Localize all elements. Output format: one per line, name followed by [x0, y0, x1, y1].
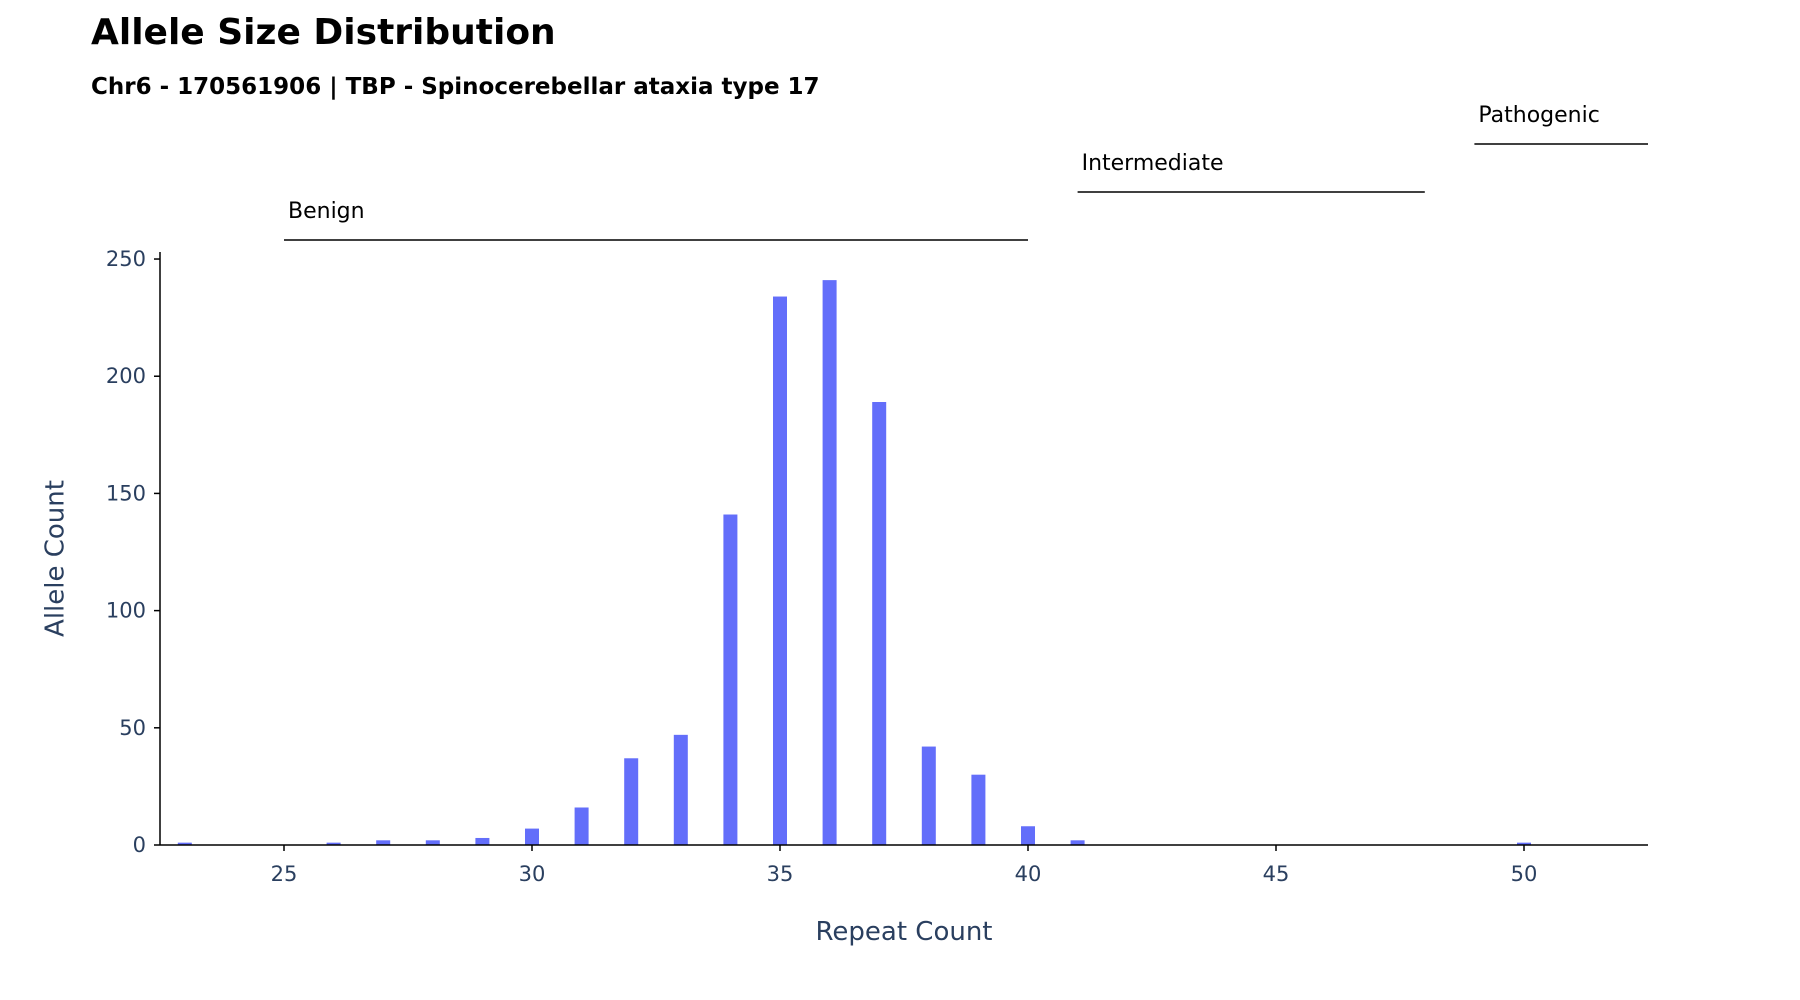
bar-repeat-33: [673, 734, 688, 845]
x-tick-label: 50: [1511, 862, 1538, 886]
y-tick-label: 200: [106, 364, 146, 388]
y-axis-ticks: 0 50 100 150 200 250: [106, 247, 160, 857]
x-tick-label: 35: [767, 862, 794, 886]
bar-repeat-36: [822, 280, 837, 846]
y-tick-label: 50: [119, 716, 146, 740]
y-tick-label: 150: [106, 481, 146, 505]
bar-repeat-31: [574, 807, 589, 845]
bar-repeat-39: [971, 774, 986, 845]
x-tick-label: 40: [1015, 862, 1042, 886]
bar-repeat-27: [376, 840, 391, 845]
bar-repeat-37: [872, 402, 887, 845]
x-axis-title: Repeat Count: [816, 917, 993, 947]
bar-repeat-29: [475, 837, 490, 845]
chart-subtitle: Chr6 - 170561906 | TBP - Spinocerebellar…: [91, 74, 820, 100]
y-tick-label: 250: [106, 247, 146, 271]
chart-title: Allele Size Distribution: [91, 12, 556, 53]
bar-repeat-34: [723, 514, 738, 845]
bar-repeat-40: [1021, 826, 1035, 845]
bar-repeat-28: [425, 840, 440, 845]
axes: [159, 252, 1648, 846]
region-label-pathogenic: Pathogenic: [1478, 103, 1599, 128]
y-tick-label: 0: [133, 833, 146, 857]
bar-repeat-26: [326, 842, 341, 845]
bar-repeat-41: [1070, 840, 1085, 845]
y-tick-label: 100: [106, 599, 146, 623]
bar-repeat-23: [177, 842, 192, 845]
bar-repeat-32: [624, 758, 639, 845]
x-tick-label: 45: [1263, 862, 1290, 886]
region-label-benign: Benign: [288, 199, 365, 224]
region-label-intermediate: Intermediate: [1082, 151, 1224, 176]
bar-repeat-30: [525, 828, 539, 845]
bars: [177, 280, 1531, 846]
x-tick-label: 25: [271, 862, 298, 886]
region-annotations: Benign Intermediate Pathogenic: [284, 103, 1648, 241]
bar-repeat-38: [921, 746, 936, 845]
bar-repeat-50: [1517, 842, 1531, 845]
x-tick-label: 30: [519, 862, 546, 886]
bar-repeat-35: [773, 296, 787, 846]
x-axis-ticks: 25 30 35 40 45 50: [271, 845, 1538, 886]
y-axis-title: Allele Count: [41, 480, 71, 637]
